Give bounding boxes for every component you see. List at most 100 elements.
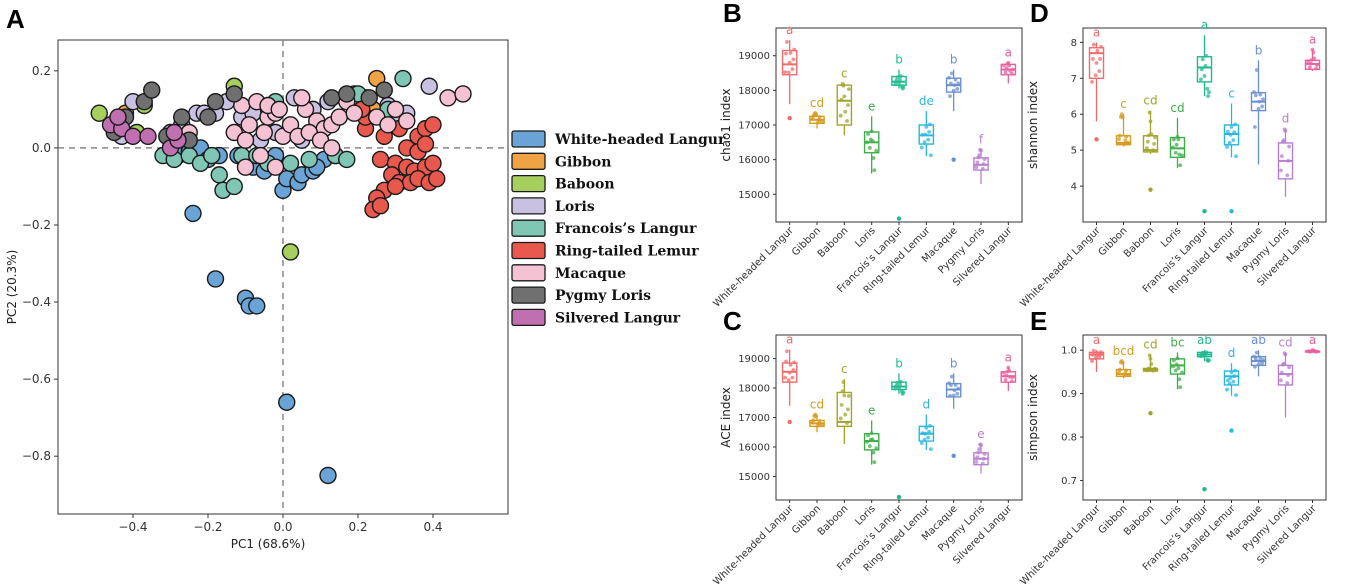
jitter-point-francois-s-langur: [1207, 358, 1211, 363]
legend-label-gibbon: Gibbon: [555, 154, 611, 170]
point-baboon: [281, 243, 300, 261]
jitter-point-white-headed-langur: [791, 57, 796, 62]
point-white-headed-langur: [248, 297, 266, 315]
y-tick-label: 5: [1071, 146, 1077, 157]
group-letter-ring-tailed-lemur: de: [919, 94, 934, 108]
x-tick-label-baboon: Baboon: [1122, 503, 1157, 538]
jitter-point-pygmy-loris: [1285, 173, 1290, 178]
jitter-point-francois-s-langur: [1204, 350, 1209, 355]
outlier-point-ring-tailed-lemur: [1229, 209, 1234, 214]
y-tick-label: 0.9: [1061, 389, 1077, 400]
y-axis-title: PC2 (20.3%): [5, 250, 19, 325]
legend-swatch-macaque: [511, 264, 546, 282]
group-letter-macaque: b: [950, 356, 958, 370]
box-francois-s-langur: [1196, 56, 1213, 83]
jitter-point-silvered-langur: [1008, 69, 1013, 73]
jitter-point-francois-s-langur: [898, 382, 902, 387]
jitter-point-ring-tailed-lemur: [928, 122, 932, 127]
pca-legend: White-headed Langur Gibbon Baboon Loris Fran…: [511, 130, 726, 327]
legend-label-pygmy-loris: Pygmy Loris: [555, 288, 651, 304]
point-francois-s-langur: [225, 177, 243, 196]
point-pygmy-loris: [338, 85, 356, 103]
jitter-point-loris: [1176, 366, 1181, 371]
jitter-point-baboon: [839, 97, 844, 102]
jitter-point-ring-tailed-lemur: [928, 423, 932, 428]
point-francois-s-langur: [281, 154, 300, 173]
point-silvered-langur: [124, 127, 142, 146]
jitter-point-baboon: [1147, 353, 1152, 358]
y-tick-label: 4: [1071, 182, 1077, 193]
y-tick-label: 0.2: [32, 64, 51, 78]
jitter-point-macaque: [1261, 357, 1265, 362]
y-axis-title: chao1 index: [719, 88, 733, 161]
jitter-point-white-headed-langur: [792, 47, 797, 52]
jitter-point-silvered-langur: [1315, 62, 1319, 67]
jitter-point-white-headed-langur: [1099, 44, 1103, 49]
jitter-point-silvered-langur: [1314, 66, 1318, 71]
point-macaque: [236, 158, 255, 176]
point-white-headed-langur: [184, 204, 202, 223]
group-letter-francois-s-langur: b: [895, 53, 903, 67]
jitter-point-macaque: [1252, 90, 1256, 94]
jitter-point-silvered-langur: [1306, 349, 1310, 354]
point-macaque: [454, 85, 472, 103]
jitter-point-loris: [1171, 145, 1175, 150]
group-letter-macaque: b: [1255, 43, 1263, 57]
point-macaque: [240, 116, 258, 134]
group-letter-silvered-langur: a: [1309, 33, 1316, 47]
jitter-point-white-headed-langur: [1099, 350, 1103, 355]
panel-letter-e: E: [1030, 306, 1047, 336]
jitter-point-baboon: [1152, 141, 1156, 146]
point-ring-tailed-lemur: [424, 116, 442, 134]
jitter-point-loris: [1174, 142, 1179, 147]
group-letter-baboon: cd: [1143, 338, 1157, 352]
x-tick-label-loris: Loris: [853, 503, 877, 527]
jitter-point-pygmy-loris: [1283, 129, 1288, 133]
jitter-point-pygmy-loris: [975, 455, 980, 460]
y-tick-label: 0.7: [1061, 476, 1077, 487]
jitter-point-macaque: [1253, 364, 1257, 369]
jitter-point-ring-tailed-lemur: [926, 435, 931, 440]
jitter-point-baboon: [839, 402, 844, 407]
point-white-headed-langur: [278, 393, 296, 411]
jitter-point-white-headed-langur: [1090, 359, 1094, 363]
point-pygmy-loris: [206, 92, 225, 111]
panel-letter-c: C: [723, 306, 742, 336]
jitter-point-white-headed-langur: [784, 51, 788, 56]
legend-label-francois-s-langur: Francois’s Langur: [555, 221, 697, 237]
group-letter-baboon: c: [841, 362, 848, 376]
jitter-point-loris: [871, 450, 876, 455]
jitter-point-loris: [1180, 370, 1184, 375]
group-letter-white-headed-langur: a: [786, 333, 793, 347]
jitter-point-gibbon: [1124, 134, 1129, 139]
x-tick-label: 0.0: [273, 520, 292, 534]
jitter-point-baboon: [842, 94, 847, 99]
group-letter-pygmy-loris: cd: [1278, 335, 1292, 349]
jitter-point-silvered-langur: [1008, 375, 1013, 379]
legend-label-ring-tailed-lemur: Ring-tailed Lemur: [555, 244, 699, 260]
jitter-point-francois-s-langur: [901, 85, 906, 90]
jitter-point-macaque: [1257, 359, 1262, 363]
jitter-point-loris: [869, 129, 874, 134]
jitter-point-ring-tailed-lemur: [928, 153, 933, 158]
jitter-point-gibbon: [1120, 115, 1125, 120]
jitter-point-pygmy-loris: [1280, 370, 1284, 375]
jitter-point-ring-tailed-lemur: [920, 431, 925, 436]
jitter-point-francois-s-langur: [898, 77, 902, 82]
jitter-point-francois-s-langur: [895, 380, 900, 385]
jitter-point-ring-tailed-lemur: [927, 130, 931, 134]
jitter-point-baboon: [1148, 356, 1153, 361]
jitter-point-macaque: [1258, 355, 1263, 360]
jitter-point-gibbon: [1126, 140, 1130, 145]
jitter-point-macaque: [1254, 350, 1259, 355]
jitter-point-white-headed-langur: [786, 378, 791, 383]
jitter-point-loris: [865, 439, 870, 444]
jitter-point-baboon: [1147, 110, 1152, 115]
simpson-boxplot-panel: 0.7 0.8 0.9 1.0 simpson index a White-headed L…: [1018, 333, 1327, 585]
legend-swatch-silvered-langur: [511, 308, 546, 327]
jitter-point-ring-tailed-lemur: [1225, 387, 1229, 392]
point-macaque: [323, 139, 341, 157]
y-tick-label: 0.8: [1061, 433, 1077, 444]
jitter-point-macaque: [955, 86, 960, 91]
